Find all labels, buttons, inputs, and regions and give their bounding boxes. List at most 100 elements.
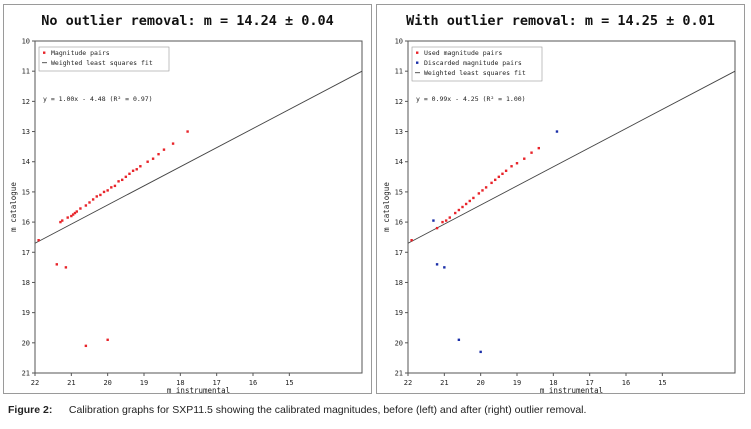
right-legend-label: Weighted least squares fit [424,69,526,77]
right-y-axis-label: m catalogue [382,182,391,232]
right-y-tick-label: 21 [395,370,403,378]
left-series-0-point [37,239,40,242]
right-x-tick-label: 15 [658,379,666,387]
right-series-1-point [479,350,482,354]
left-y-tick-label: 17 [22,249,30,257]
left-x-tick-label: 19 [140,379,148,387]
right-y-tick-label: 18 [395,279,403,287]
left-series-0-point [135,168,138,171]
left-y-tick-label: 10 [22,38,30,46]
left-series-0-point [139,165,142,168]
right-series-0-point [537,146,540,150]
left-chart-title: No outlier removal: m = 14.24 ± 0.04 [41,13,334,29]
left-series-0-point [171,142,175,145]
left-x-tick-label: 17 [212,379,220,387]
right-legend-marker [416,51,419,54]
right-series-0-point [461,205,464,209]
left-chart-panel: No outlier removal: m = 14.24 ± 0.04 22 2… [3,4,372,394]
right-y-tick-label: 11 [395,68,403,76]
left-series-0-point [91,198,95,201]
right-y-tick-label: 20 [395,339,403,347]
left-series-0-point [59,220,62,224]
right-x-tick-label: 20 [476,379,484,387]
right-series-0-point [454,211,457,215]
left-series-0-point [146,160,149,163]
left-y-tick-label: 16 [22,219,30,227]
left-x-tick-label: 15 [285,379,293,387]
left-series-0-point [157,152,160,156]
left-series-0-point [75,210,78,213]
right-series-1-point [443,266,446,269]
left-series-0-point [79,207,82,210]
right-plot-area [407,40,736,374]
right-series-0-point [477,192,481,195]
left-series-0-point [117,180,120,183]
right-chart-svg: 22 21 20 19 18 17 16 15101112131415161718192021… [382,38,736,393]
left-series-0-point [66,216,69,219]
right-series-0-point [510,165,513,168]
left-series-0-point [70,214,73,218]
left-series-0-point [64,266,68,269]
right-legend-box [411,46,543,82]
left-x-tick-label: 22 [31,379,39,387]
right-series-0-point [435,226,439,230]
right-series-1-point [432,219,435,222]
right-chart-title: With outlier removal: m = 14.25 ± 0.01 [406,13,715,29]
left-y-tick-label: 14 [22,158,30,166]
right-series-0-point [501,172,504,175]
left-series-0-point [71,213,75,216]
right-series-0-point [410,239,413,242]
right-series-0-point [490,181,493,185]
right-x-tick-label: 22 [404,379,412,387]
right-y-tick-label: 19 [395,309,403,317]
right-x-tick-label: 21 [440,379,448,387]
left-series-0-point [121,178,124,182]
left-legend-marker [43,51,46,54]
left-fit-equation: y = 1.00x - 4.48 (R² = 0.97) [43,95,153,103]
left-legend-label: Magnitude pairs [51,49,110,57]
left-y-tick-label: 11 [22,68,30,76]
left-series-0-point [106,189,109,192]
right-series-0-point [472,196,475,200]
right-fit-line [407,70,736,244]
right-legend-label: Discarded magnitude pairs [424,59,522,67]
left-series-0-point [102,190,106,194]
right-x-tick-label: 19 [513,379,521,387]
left-series-0-point [95,195,98,198]
right-y-tick-label: 16 [395,219,403,227]
left-series-0-point [99,193,102,197]
right-legend-marker [416,61,419,64]
left-y-tick-label: 13 [22,128,30,136]
left-y-tick-label: 15 [22,188,30,196]
left-series-0-point [124,175,128,179]
right-x-tick-label: 16 [622,379,630,387]
right-fit-equation: y = 0.99x - 4.25 (R² = 1.00) [416,95,526,103]
left-x-tick-label: 20 [103,379,111,387]
right-series-0-point [530,151,533,154]
figure-caption-label: Figure 2: [8,404,53,416]
left-series-0-point [88,201,91,204]
left-series-0-point [162,148,166,151]
right-y-tick-label: 10 [395,38,403,46]
left-series-0-point [84,204,88,207]
left-series-0-point [73,211,77,215]
left-x-tick-label: 18 [176,379,184,387]
left-fit-line [34,70,363,244]
right-series-1-point [555,130,559,133]
right-series-0-point [494,178,497,182]
left-legend-box [38,46,170,72]
right-series-0-point [497,175,501,179]
right-series-0-point [457,208,461,212]
right-series-1-point [435,263,439,266]
right-series-0-point [484,186,488,189]
left-y-tick-label: 20 [22,339,30,347]
left-legend-label: Weighted least squares fit [51,59,153,67]
left-y-axis-label: m catalogue [9,182,18,232]
right-series-0-point [441,220,444,224]
left-y-tick-label: 18 [22,279,30,287]
left-series-0-point [110,186,113,189]
left-y-tick-label: 21 [22,370,30,378]
left-series-0-point [61,219,64,222]
right-series-0-point [523,157,526,160]
right-y-tick-label: 15 [395,188,403,196]
